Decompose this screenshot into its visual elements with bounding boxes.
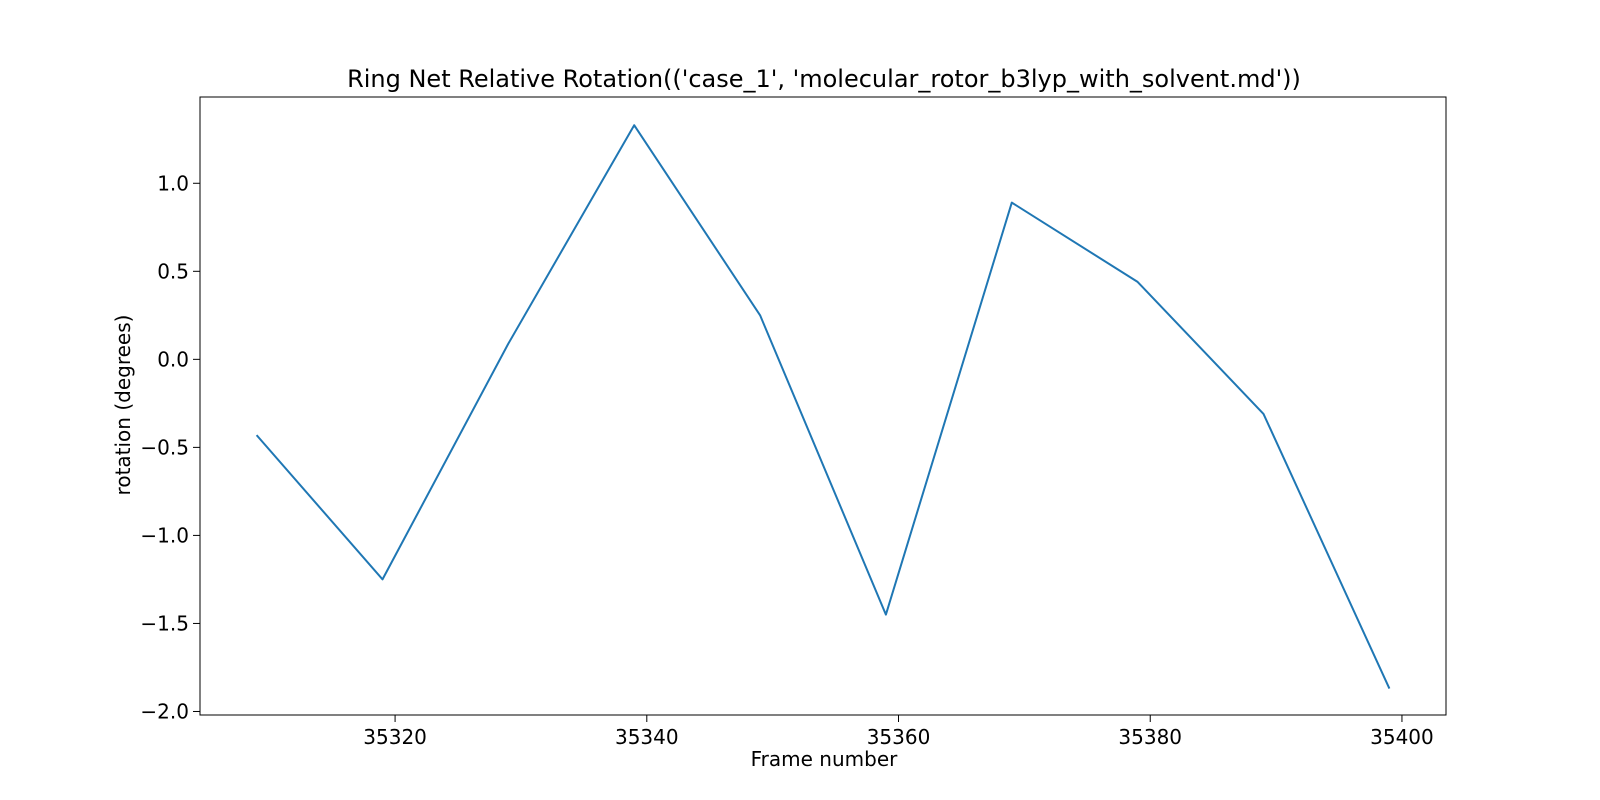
y-tick-label: −1.5 — [140, 611, 189, 635]
y-tick-label: −1.0 — [140, 523, 189, 547]
series-layer — [255, 124, 1391, 690]
plot-frame — [199, 96, 1447, 716]
chart-title: Ring Net Relative Rotation(('case_1', 'm… — [347, 65, 1301, 93]
x-tick-label: 35340 — [615, 725, 679, 749]
y-tick-label: −0.5 — [140, 435, 189, 459]
x-axis: 35320 35340 35360 35380 35400 — [363, 715, 1434, 749]
x-tick-label: 35320 — [363, 725, 427, 749]
x-tick-label: 35380 — [1118, 725, 1182, 749]
y-axis-label: rotation (degrees) — [111, 315, 135, 496]
y-tick-label: 1.0 — [157, 171, 189, 195]
x-tick-label: 35360 — [867, 725, 931, 749]
y-tick-label: 0.0 — [157, 347, 189, 371]
y-axis: 1.0 0.5 0.0 −0.5 −1.0 −1.5 −2.0 — [140, 171, 200, 723]
x-tick-label: 35400 — [1370, 725, 1434, 749]
y-tick-label: 0.5 — [157, 259, 189, 283]
series-line — [255, 124, 1391, 690]
x-axis-label: Frame number — [751, 747, 899, 771]
y-tick-label: −2.0 — [140, 699, 189, 723]
